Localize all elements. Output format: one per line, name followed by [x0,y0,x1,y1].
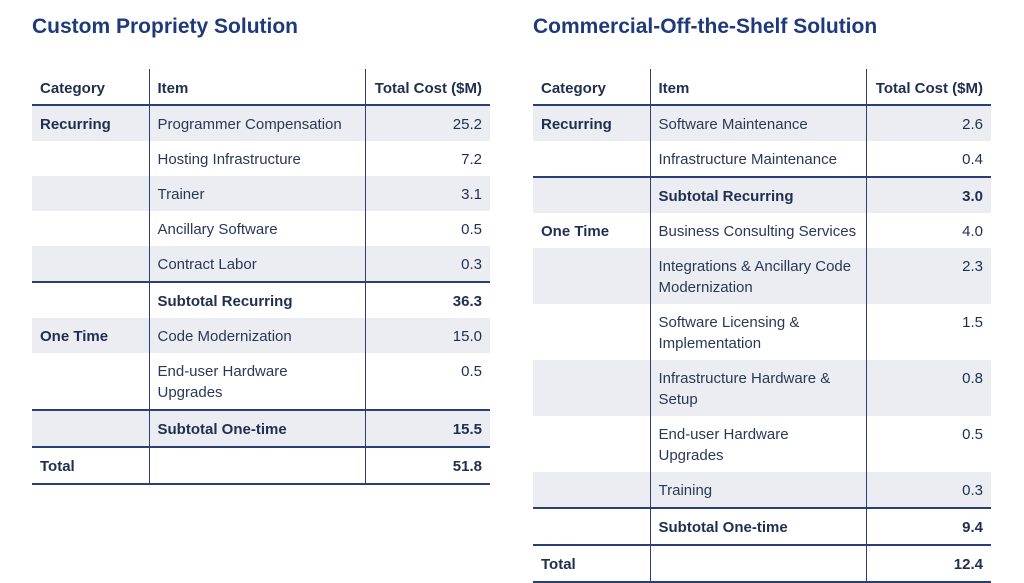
item-cell: Integrations & Ancillary Code Modernizat… [649,248,866,304]
table-row: One Time Code Modernization 15.0 [32,318,490,353]
cost-cell: 0.4 [865,141,991,177]
item-cell: Infrastructure Maintenance [649,141,866,177]
item-cell: Code Modernization [148,318,365,353]
subtotal-row: Subtotal One-time 9.4 [533,508,991,545]
item-cell: Subtotal One-time [148,410,365,447]
category-cell [533,472,650,508]
total-cost-header: Total Cost ($M) [364,69,490,105]
item-cell: Trainer [148,176,365,211]
item-cell: Software Maintenance [649,105,866,141]
category-cell [533,248,650,304]
item-cell: Business Consulting Services [649,213,866,248]
cost-cell: 15.5 [364,410,490,447]
category-cell [32,353,149,410]
category-cell: One Time [541,223,610,240]
cost-cell: 7.2 [364,141,490,176]
category-cell: Recurring [541,116,612,133]
custom-cost-table: Category Item Total Cost ($M) Recurring … [32,69,490,485]
cots-cost-table: Category Item Total Cost ($M) Recurring … [533,69,991,583]
cost-cell: 15.0 [364,318,490,353]
category-cell [533,304,650,360]
cost-cell: 0.8 [865,360,991,416]
table-row: Trainer 3.1 [32,176,490,211]
item-cell: Subtotal Recurring [148,282,365,318]
table-row: Infrastructure Hardware & Setup 0.8 [533,360,991,416]
cost-cell: 0.5 [364,353,490,410]
item-cell: Ancillary Software [148,211,365,246]
category-cell [32,410,149,447]
item-cell: Subtotal Recurring [649,177,866,213]
table-row: Integrations & Ancillary Code Modernizat… [533,248,991,304]
category-cell: Total [541,556,576,573]
category-cell [32,176,149,211]
item-cell: Programmer Compensation [148,105,365,141]
category-cell [533,508,650,545]
cost-cell: 0.5 [865,416,991,472]
category-cell [32,246,149,282]
table-row: Software Licensing & Implementation 1.5 [533,304,991,360]
item-cell: Software Licensing & Implementation [649,304,866,360]
table-row: Training 0.3 [533,472,991,508]
subtotal-row: Subtotal One-time 15.5 [32,410,490,447]
category-cell: Recurring [40,116,111,133]
category-cell [533,360,650,416]
total-cost-header: Total Cost ($M) [865,69,991,105]
category-cell [32,282,149,318]
cost-cell: 0.3 [865,472,991,508]
category-header: Category [40,80,106,97]
cost-cell: 2.3 [865,248,991,304]
cots-solution-title: Commercial-Off-the-Shelf Solution [533,15,878,38]
cost-cell: 25.2 [364,105,490,141]
category-cell [533,141,650,177]
total-row: Total 51.8 [32,447,490,484]
item-cell [148,447,365,484]
category-cell: One Time [40,328,109,345]
table-row: End-user Hardware Upgrades 0.5 [32,353,490,410]
item-cell: Infrastructure Hardware & Setup [649,360,866,416]
table-header-row: Category Item Total Cost ($M) [533,69,991,105]
category-cell [32,141,149,176]
subtotal-row: Subtotal Recurring 36.3 [32,282,490,318]
cost-cell: 0.3 [364,246,490,282]
subtotal-row: Subtotal Recurring 3.0 [533,177,991,213]
category-header: Category [541,80,607,97]
category-cell [533,416,650,472]
table-header-row: Category Item Total Cost ($M) [32,69,490,105]
item-cell: Training [649,472,866,508]
item-cell: Subtotal One-time [649,508,866,545]
table-row: Infrastructure Maintenance 0.4 [533,141,991,177]
cost-cell: 1.5 [865,304,991,360]
cost-cell: 36.3 [364,282,490,318]
cost-cell: 3.0 [865,177,991,213]
cost-cell: 3.1 [364,176,490,211]
cost-cell: 0.5 [364,211,490,246]
total-row: Total 12.4 [533,545,991,582]
item-cell: Contract Labor [148,246,365,282]
cost-cell: 51.8 [364,447,490,484]
item-cell: End-user Hardware Upgrades [649,416,866,472]
item-header: Item [649,69,866,105]
cost-cell: 12.4 [865,545,991,582]
cost-cell: 9.4 [865,508,991,545]
category-cell [32,211,149,246]
item-cell: End-user Hardware Upgrades [148,353,365,410]
table-row: Recurring Programmer Compensation 25.2 [32,105,490,141]
table-row: Hosting Infrastructure 7.2 [32,141,490,176]
item-cell [649,545,866,582]
custom-solution-title: Custom Propriety Solution [32,15,299,38]
table-row: Recurring Software Maintenance 2.6 [533,105,991,141]
cost-cell: 2.6 [865,105,991,141]
item-header: Item [148,69,365,105]
cost-cell: 4.0 [865,213,991,248]
item-cell: Hosting Infrastructure [148,141,365,176]
category-cell [533,177,650,213]
table-row: One Time Business Consulting Services 4.… [533,213,991,248]
category-cell: Total [40,458,75,475]
table-row: Ancillary Software 0.5 [32,211,490,246]
table-row: End-user Hardware Upgrades 0.5 [533,416,991,472]
table-row: Contract Labor 0.3 [32,246,490,282]
